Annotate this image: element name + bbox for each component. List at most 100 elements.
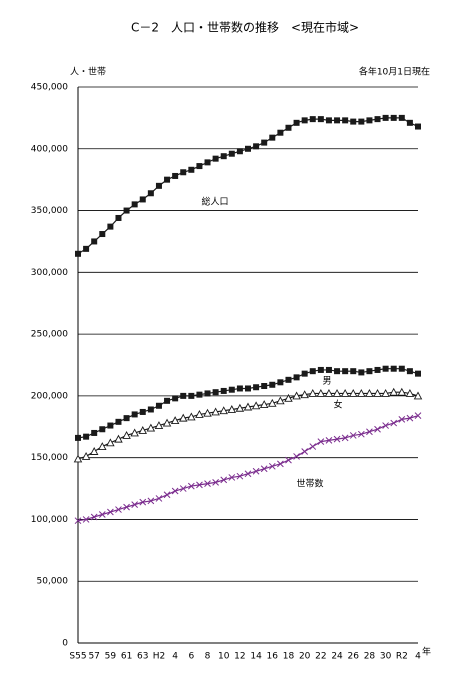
marker bbox=[244, 470, 252, 478]
marker bbox=[300, 390, 309, 399]
marker bbox=[236, 148, 243, 155]
marker bbox=[90, 513, 98, 521]
marker bbox=[98, 511, 106, 518]
marker bbox=[83, 433, 90, 440]
marker bbox=[253, 384, 260, 391]
marker bbox=[374, 116, 381, 123]
marker bbox=[308, 388, 318, 397]
marker bbox=[253, 143, 260, 150]
series-label: 総人口 bbox=[201, 196, 228, 208]
marker bbox=[163, 491, 171, 499]
marker bbox=[188, 166, 195, 173]
marker bbox=[83, 245, 90, 252]
marker bbox=[317, 366, 324, 373]
y-tick-label: 300,000 bbox=[31, 268, 68, 278]
marker bbox=[228, 386, 235, 393]
marker bbox=[333, 435, 341, 443]
x-tick-label: R2 bbox=[396, 652, 408, 662]
marker bbox=[341, 434, 349, 442]
marker bbox=[235, 403, 245, 412]
marker bbox=[334, 368, 341, 375]
marker bbox=[309, 116, 316, 123]
marker bbox=[340, 388, 350, 397]
marker bbox=[366, 368, 373, 375]
marker bbox=[172, 172, 179, 179]
x-tick-label: 10 bbox=[218, 652, 230, 662]
marker bbox=[261, 383, 268, 390]
marker bbox=[107, 422, 114, 429]
marker bbox=[138, 426, 148, 434]
marker bbox=[179, 485, 187, 492]
marker bbox=[155, 182, 162, 189]
marker bbox=[374, 366, 381, 373]
marker bbox=[406, 119, 413, 126]
marker bbox=[317, 438, 325, 445]
x-tick-label: H2 bbox=[153, 652, 166, 662]
marker bbox=[309, 368, 316, 375]
marker bbox=[259, 400, 269, 408]
series-label: 男 bbox=[322, 376, 331, 387]
marker bbox=[236, 385, 243, 392]
marker bbox=[195, 409, 204, 418]
marker bbox=[285, 456, 292, 464]
marker bbox=[293, 453, 300, 460]
marker bbox=[269, 381, 276, 388]
marker bbox=[324, 388, 334, 397]
marker bbox=[164, 397, 171, 404]
marker bbox=[178, 413, 188, 422]
marker bbox=[211, 407, 220, 416]
y-tick-label: 150,000 bbox=[31, 453, 68, 463]
marker bbox=[187, 482, 195, 490]
y-tick-label: 200,000 bbox=[31, 391, 68, 401]
y-tick-label: 350,000 bbox=[31, 206, 68, 216]
marker bbox=[366, 117, 373, 124]
marker bbox=[357, 388, 366, 397]
x-tick-label: 59 bbox=[105, 652, 117, 662]
marker bbox=[358, 369, 365, 376]
x-tick-label: 12 bbox=[234, 652, 245, 662]
marker bbox=[357, 430, 365, 438]
marker bbox=[277, 460, 284, 468]
marker bbox=[285, 124, 292, 131]
marker bbox=[398, 416, 406, 423]
marker bbox=[285, 376, 292, 383]
marker bbox=[301, 448, 309, 455]
marker bbox=[131, 501, 139, 508]
marker bbox=[91, 429, 98, 436]
marker bbox=[139, 196, 146, 203]
marker bbox=[131, 201, 138, 208]
marker bbox=[123, 415, 130, 422]
marker bbox=[171, 487, 179, 495]
marker bbox=[268, 398, 277, 407]
marker bbox=[284, 393, 293, 402]
marker bbox=[164, 176, 171, 183]
marker bbox=[390, 365, 397, 372]
x-tick-label: 16 bbox=[267, 652, 279, 662]
marker bbox=[245, 145, 251, 152]
x-tick-label: 20 bbox=[299, 652, 311, 662]
marker bbox=[74, 517, 82, 525]
x-tick-label: 4 bbox=[172, 652, 178, 662]
marker bbox=[405, 388, 415, 397]
marker bbox=[325, 366, 332, 373]
marker bbox=[89, 447, 99, 455]
marker bbox=[414, 412, 422, 420]
marker bbox=[220, 153, 227, 160]
series-label: 世帯数 bbox=[296, 478, 323, 490]
marker bbox=[115, 214, 122, 221]
x-tick-label: 6 bbox=[188, 652, 194, 662]
marker bbox=[203, 408, 212, 417]
marker bbox=[251, 401, 261, 410]
marker bbox=[99, 231, 106, 238]
marker bbox=[107, 508, 114, 516]
x-tick-label: 61 bbox=[121, 652, 132, 662]
marker bbox=[155, 495, 163, 502]
x-tick-label: 18 bbox=[283, 652, 295, 662]
marker bbox=[350, 118, 357, 125]
marker bbox=[220, 476, 228, 484]
marker bbox=[73, 454, 83, 463]
y-tick-label: 250,000 bbox=[31, 330, 68, 340]
marker bbox=[107, 223, 114, 230]
marker bbox=[413, 391, 423, 400]
marker bbox=[398, 365, 405, 372]
